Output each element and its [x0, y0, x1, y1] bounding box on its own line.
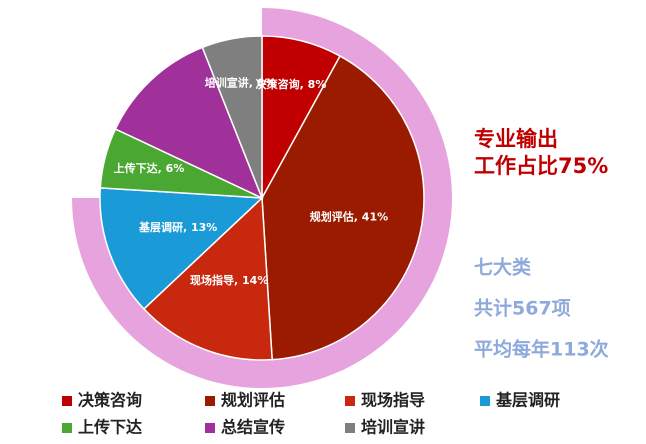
slice-label: 培训宣讲, 6% [205, 75, 276, 89]
pie-slice [99, 187, 264, 310]
slice-label: 基层调研, 13% [138, 220, 217, 234]
annotation: 七大类 [474, 256, 531, 279]
legend-label: 现场指导 [361, 391, 425, 410]
legend-swatch [345, 396, 355, 406]
legend-label: 上传下达 [78, 418, 142, 437]
pie-slice [201, 35, 263, 199]
legend-swatch [345, 423, 355, 433]
legend-label: 基层调研 [495, 391, 560, 410]
annotation: 平均每年113次 [474, 338, 609, 361]
legend-swatch [62, 396, 72, 406]
legend-label: 规划评估 [221, 391, 285, 410]
slice-label: 规划评估, 41% [310, 209, 388, 223]
annotation: 工作占比75% [474, 154, 608, 178]
legend-label: 总结宣传 [221, 418, 285, 437]
slice-label: 现场指导, 14% [190, 273, 268, 287]
legend-swatch [62, 423, 72, 433]
pie-slice [261, 55, 425, 361]
pie-slice [142, 196, 273, 361]
legend-swatch [205, 396, 215, 406]
pie-slice [114, 46, 264, 200]
slice-label: 决策咨询, 8% [256, 77, 327, 91]
legend-swatch [205, 423, 215, 433]
annotation: 专业输出 [474, 127, 558, 151]
slice-label: 上传下达, 6% [114, 161, 185, 175]
legend-label: 决策咨询 [78, 391, 142, 410]
annotation: 共计567项 [474, 298, 571, 320]
legend-swatch [480, 396, 490, 406]
legend-label: 培训宣讲 [361, 418, 425, 437]
